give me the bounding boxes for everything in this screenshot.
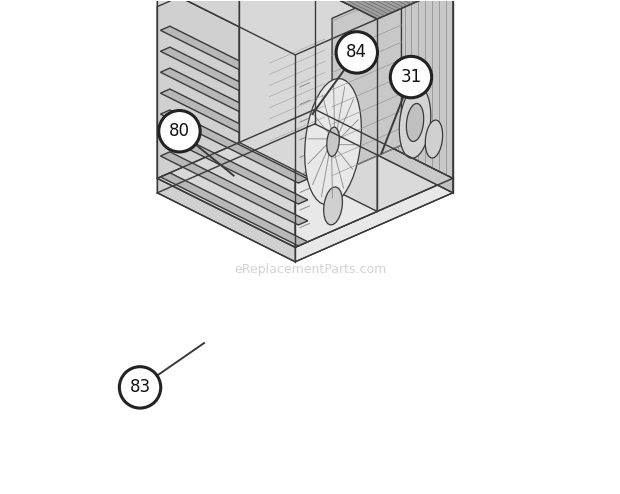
Text: 83: 83	[130, 378, 151, 396]
Text: 84: 84	[347, 43, 367, 61]
Circle shape	[159, 111, 200, 152]
Text: 31: 31	[401, 68, 422, 86]
Text: eReplacementParts.com: eReplacementParts.com	[234, 263, 386, 276]
Circle shape	[336, 32, 378, 73]
Text: 80: 80	[169, 122, 190, 140]
Polygon shape	[157, 178, 295, 262]
Polygon shape	[239, 0, 453, 19]
Polygon shape	[161, 173, 308, 246]
Polygon shape	[272, 29, 327, 142]
Polygon shape	[315, 0, 453, 178]
Polygon shape	[295, 19, 377, 247]
Polygon shape	[157, 0, 377, 55]
Polygon shape	[161, 89, 308, 162]
Polygon shape	[161, 68, 308, 141]
Polygon shape	[425, 120, 443, 158]
Polygon shape	[157, 109, 453, 247]
Polygon shape	[157, 0, 239, 178]
Polygon shape	[161, 110, 308, 183]
Polygon shape	[157, 0, 295, 247]
Polygon shape	[332, 0, 401, 175]
Polygon shape	[161, 47, 308, 120]
Polygon shape	[239, 0, 315, 142]
Polygon shape	[161, 26, 308, 99]
Polygon shape	[239, 0, 377, 211]
Polygon shape	[377, 0, 453, 211]
Polygon shape	[399, 86, 431, 158]
Polygon shape	[161, 131, 308, 204]
Polygon shape	[295, 178, 453, 262]
Polygon shape	[315, 109, 453, 193]
Circle shape	[391, 56, 432, 98]
Polygon shape	[324, 187, 342, 225]
Polygon shape	[161, 152, 308, 225]
Polygon shape	[304, 79, 361, 205]
Polygon shape	[270, 28, 325, 141]
Circle shape	[120, 367, 161, 408]
Polygon shape	[406, 103, 423, 141]
Polygon shape	[327, 127, 339, 157]
